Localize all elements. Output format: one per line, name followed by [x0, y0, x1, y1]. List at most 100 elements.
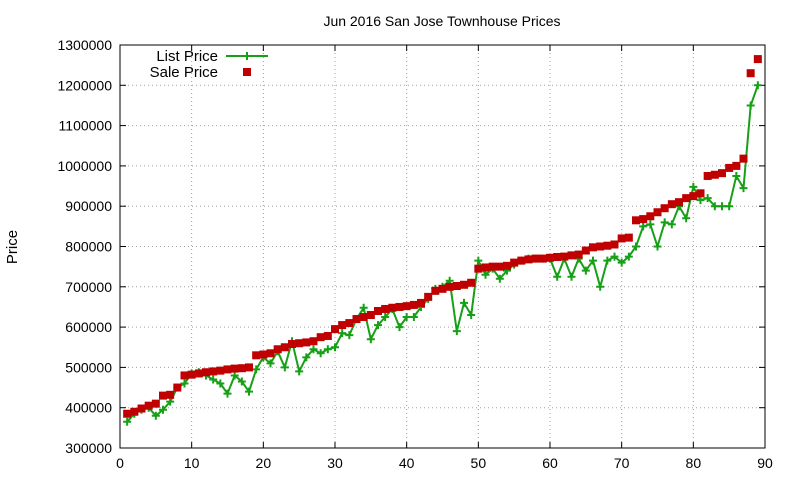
sale-price-point — [252, 351, 261, 360]
list-price-point — [237, 377, 246, 386]
list-price-point — [696, 196, 705, 205]
list-price-point — [345, 331, 354, 340]
chart-title: Jun 2016 San Jose Townhouse Prices — [323, 13, 560, 29]
list-price-point — [596, 282, 605, 291]
sale-price-point — [431, 286, 440, 295]
list-price-point — [309, 345, 318, 354]
y-tick-label: 300000 — [65, 440, 112, 456]
list-price-point — [481, 270, 490, 279]
sale-price-point — [589, 243, 597, 252]
list-price-point — [689, 182, 698, 191]
sale-price-point — [474, 264, 483, 273]
y-tick-label: 900000 — [65, 198, 112, 214]
sale-price-point — [295, 339, 304, 348]
list-price-point — [732, 171, 741, 180]
sale-price-point — [216, 366, 225, 375]
list-price-point — [166, 397, 175, 406]
y-tick-label: 800000 — [65, 239, 112, 255]
sale-price-point — [245, 363, 253, 372]
list-price-point — [223, 389, 232, 398]
sale-price-point — [345, 319, 354, 328]
sale-price-point — [675, 198, 683, 207]
list-price-point — [245, 387, 253, 396]
list-price-point — [653, 242, 662, 251]
sale-price-point — [467, 278, 476, 287]
sale-price-point — [352, 315, 361, 324]
list-price-point — [460, 298, 468, 307]
list-price-point — [739, 184, 748, 193]
list-price-point — [216, 379, 225, 388]
list-price-point — [409, 313, 418, 322]
sale-price-point — [137, 404, 146, 413]
list-price-point — [395, 323, 404, 332]
legend: List Price Sale Price — [150, 48, 268, 81]
x-tick-label: 40 — [399, 455, 415, 471]
sale-price-point — [503, 261, 511, 270]
list-price-point — [266, 359, 275, 368]
sale-price-point — [381, 304, 390, 313]
sale-price-point — [438, 284, 447, 293]
sale-price-point — [359, 313, 368, 322]
sale-price-point — [581, 246, 590, 255]
sale-price-point — [739, 154, 748, 163]
x-tick-label: 20 — [256, 455, 272, 471]
sale-price-point — [718, 169, 726, 178]
sale-price-point — [653, 208, 662, 217]
sale-price-point — [237, 364, 246, 373]
list-price-point — [725, 202, 734, 211]
sale-price-point — [624, 233, 633, 242]
sale-price-point — [703, 171, 712, 180]
y-tick-label: 500000 — [65, 359, 112, 375]
y-axis-label: Price — [4, 230, 21, 264]
sale-price-point — [725, 163, 734, 172]
sale-price-point — [202, 368, 210, 377]
grid — [120, 45, 765, 448]
x-tick-label: 60 — [542, 455, 558, 471]
list-price-point — [252, 365, 261, 374]
sale-price-point — [316, 333, 325, 342]
list-price-point — [123, 417, 132, 426]
list-price-point — [316, 349, 325, 358]
list-price-point — [624, 252, 633, 261]
sale-price-point — [187, 370, 196, 379]
list-price-point — [639, 222, 648, 231]
y-tick-label: 700000 — [65, 279, 112, 295]
sale-price-point — [746, 69, 755, 78]
sale-price-point — [524, 255, 533, 264]
legend-square-sale-price — [243, 68, 251, 76]
list-price-point — [589, 256, 597, 265]
list-price-point — [338, 329, 347, 338]
sale-price-point — [388, 303, 397, 312]
sale-price-point — [488, 262, 497, 271]
x-tick-label: 10 — [184, 455, 200, 471]
y-tick-label: 1100000 — [59, 118, 113, 134]
list-price-point — [323, 345, 332, 354]
sale-price-point — [596, 242, 605, 251]
sale-price-point — [302, 338, 311, 347]
y-tick-label: 1000000 — [57, 158, 112, 174]
sale-price-point — [309, 337, 318, 346]
sale-price-point — [610, 240, 619, 249]
x-tick-label: 70 — [614, 455, 630, 471]
list-price-point — [581, 266, 590, 275]
legend-label-sale-price: Sale Price — [150, 64, 218, 81]
legend-label-list-price: List Price — [156, 48, 218, 65]
sale-price-point — [732, 161, 741, 170]
sale-price-point — [445, 282, 454, 291]
list-price-point — [151, 411, 160, 420]
sale-price-point — [574, 250, 583, 259]
sale-price-point — [660, 204, 669, 213]
list-price-point — [718, 202, 726, 211]
x-tick-label: 90 — [757, 455, 773, 471]
y-tick-label: 600000 — [65, 319, 112, 335]
list-price-point — [660, 218, 669, 227]
sale-price-point — [531, 254, 540, 263]
list-price-point — [230, 371, 239, 380]
sale-price-point — [123, 409, 132, 418]
list-price-point — [359, 303, 368, 312]
sale-price-point — [173, 383, 182, 392]
list-price-point — [495, 274, 504, 283]
sale-price-point — [460, 280, 468, 289]
sale-price-point — [538, 254, 547, 263]
sale-price-point — [632, 216, 640, 225]
